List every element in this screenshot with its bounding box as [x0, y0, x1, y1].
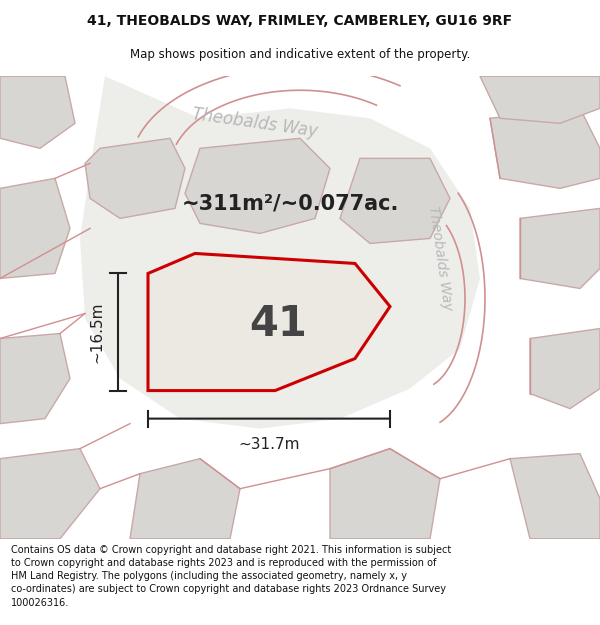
Polygon shape	[490, 108, 600, 188]
Polygon shape	[340, 158, 450, 243]
Polygon shape	[520, 208, 600, 289]
Polygon shape	[480, 76, 600, 123]
Polygon shape	[130, 459, 240, 539]
Polygon shape	[80, 76, 480, 429]
Text: Map shows position and indicative extent of the property.: Map shows position and indicative extent…	[130, 48, 470, 61]
Text: Theobalds Way: Theobalds Way	[191, 106, 319, 141]
Text: ~31.7m: ~31.7m	[238, 437, 300, 452]
Text: ~16.5m: ~16.5m	[89, 301, 104, 362]
Polygon shape	[0, 76, 75, 148]
Polygon shape	[185, 138, 330, 233]
Text: 41: 41	[249, 302, 307, 344]
Text: Theobalds Way: Theobalds Way	[426, 205, 454, 312]
Text: Contains OS data © Crown copyright and database right 2021. This information is : Contains OS data © Crown copyright and d…	[11, 545, 451, 608]
Text: ~311m²/~0.077ac.: ~311m²/~0.077ac.	[181, 193, 398, 213]
Polygon shape	[0, 178, 70, 279]
Polygon shape	[0, 449, 100, 539]
Polygon shape	[510, 454, 600, 539]
Text: 41, THEOBALDS WAY, FRIMLEY, CAMBERLEY, GU16 9RF: 41, THEOBALDS WAY, FRIMLEY, CAMBERLEY, G…	[88, 14, 512, 28]
Polygon shape	[85, 138, 185, 218]
Polygon shape	[0, 334, 70, 424]
Polygon shape	[330, 449, 440, 539]
Polygon shape	[530, 329, 600, 409]
Polygon shape	[148, 254, 390, 391]
